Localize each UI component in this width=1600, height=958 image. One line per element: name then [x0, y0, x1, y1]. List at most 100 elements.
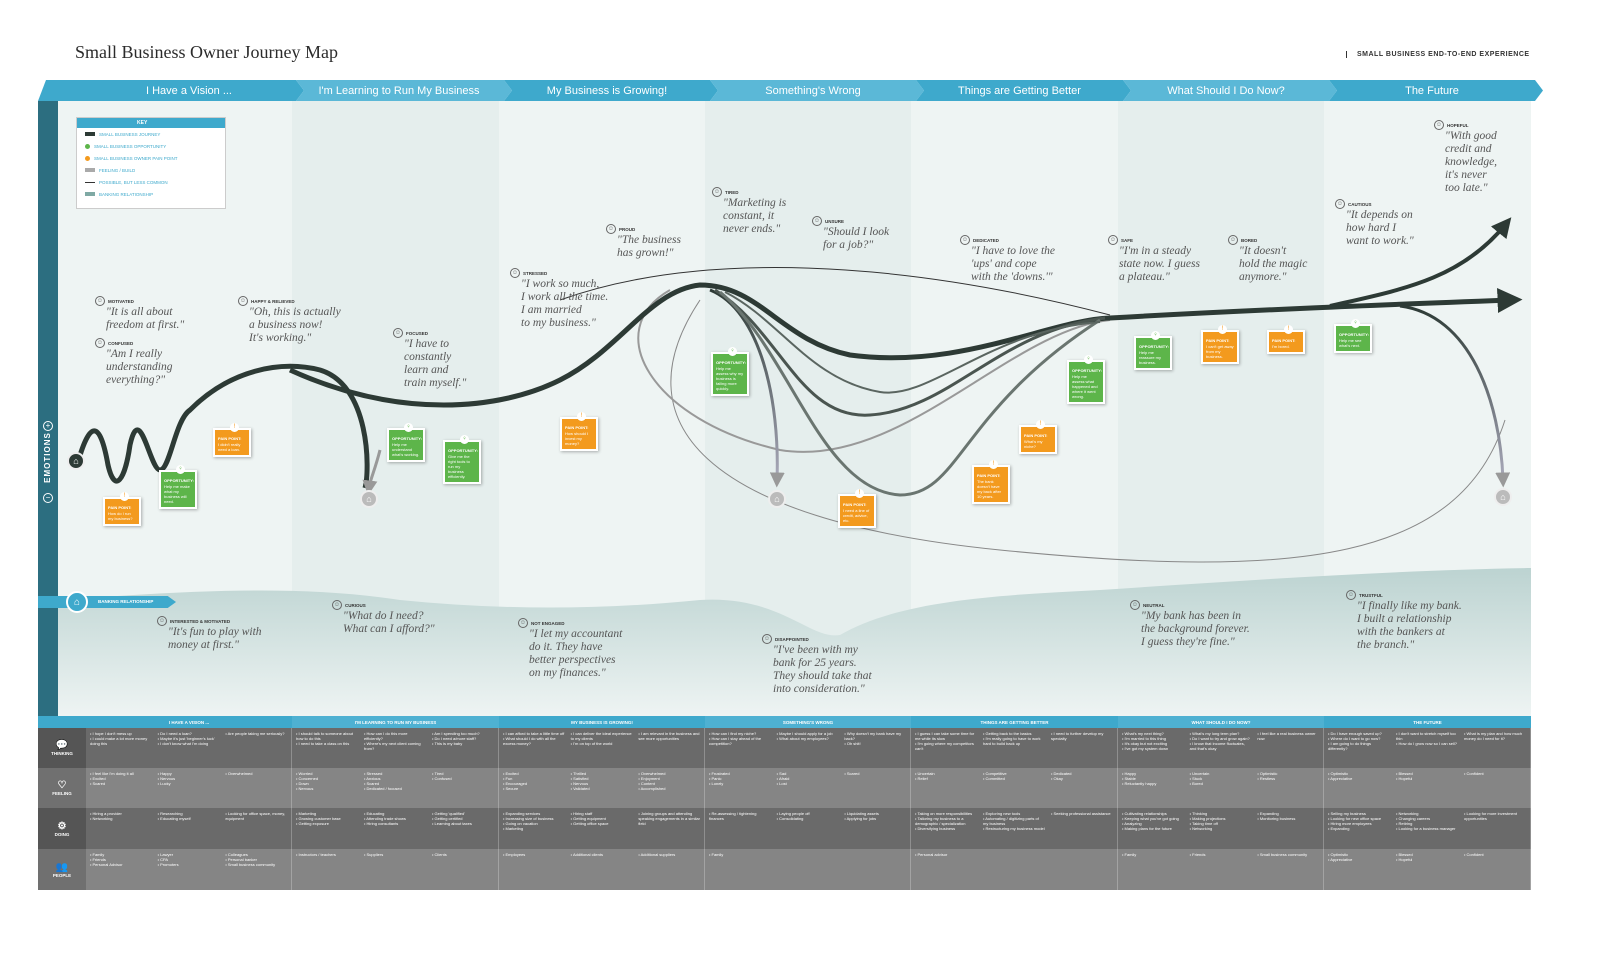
table-cell-item: I need to further develop my specialty	[1051, 731, 1113, 741]
table-phase-label: WHAT SHOULD I DO NOW?	[1118, 716, 1324, 728]
table-cell-item: Excited	[503, 771, 565, 776]
table-cell-item: Do I need a/more staff?	[432, 736, 494, 741]
card-text: Help me see what's next.	[1339, 338, 1362, 348]
face-icon: ☺	[1335, 199, 1345, 209]
face-icon: ☺	[606, 224, 616, 234]
table-cell-item: Restructuring my business model	[983, 826, 1045, 831]
table-cell-item: Instructors / teachers	[296, 852, 358, 857]
table-cell-item: Hiring consultants	[364, 821, 426, 826]
emotion-label: STRESSED	[523, 270, 548, 276]
table-cell-item: Personal banker	[225, 857, 287, 862]
lightbulb-icon: ♀	[176, 465, 185, 474]
swatch-possible	[85, 181, 95, 183]
key-item: POSSIBLE, BUT LESS COMMON	[77, 176, 225, 188]
face-icon: ☺	[762, 634, 772, 644]
table-cell-item: Making projections	[1190, 816, 1252, 821]
table-cell-item: I can deliver the ideal experience to my…	[571, 731, 633, 741]
emotion-quote: ☺ BORED "It doesn't hold the magic anymor…	[1228, 235, 1307, 284]
closed-sign-icon: ⌂	[768, 490, 786, 508]
table-cell-item: Nervous	[296, 786, 358, 791]
emotion-quote: ☺ UNSURE "Should I look for a job?"	[812, 216, 889, 252]
banking-relationship-tag: BANKING RELATIONSHIP	[38, 596, 176, 608]
key-item: SMALL BUSINESS OPPORTUNITY	[77, 140, 225, 152]
emotion-text: "I have to constantly learn and train my…	[404, 338, 467, 389]
emotion-quote: ☺ HAPPY & RELIEVED "Oh, this is actually …	[238, 296, 341, 345]
table-cell-item: Afraid	[777, 776, 839, 781]
card-text: The bank doesn't have my back after 10 y…	[977, 479, 1002, 499]
table-cell-item: How can I find my niche?	[709, 731, 771, 736]
table-cell-item: Family	[709, 852, 771, 857]
emotion-quote: ☺ CAUTIOUS "It depends on how hard I want…	[1335, 199, 1414, 248]
table-cell-item: Worried	[296, 771, 358, 776]
emotion-text: "With good credit and knowledge, it's ne…	[1445, 130, 1498, 194]
table-cell: I guess I can take some time for me whil…	[911, 728, 1118, 768]
table-cell: ExcitedFunEncouragedSecure ThrilledSatisf…	[499, 768, 705, 808]
row-label-text: PEOPLE	[52, 872, 72, 878]
emotion-text: "It is all about freedom at first."	[106, 306, 185, 331]
table-cell-item: Learning about taxes	[432, 821, 494, 826]
table-cell: OptimisticAppreciative BlessedHopeful Conf…	[1324, 768, 1531, 808]
table-cell-item: Reluctantly happy	[1122, 781, 1184, 786]
table-cell: I hope I don't mess upI could make a lot…	[86, 728, 292, 768]
lightbulb-icon: ♀	[1084, 355, 1093, 364]
table-cell-item: Uncertain	[1190, 771, 1252, 776]
emotion-quote: ☺ FOCUSED "I have to constantly learn and…	[393, 328, 466, 390]
table-phase-label: I'M LEARNING TO RUN MY BUSINESS	[292, 716, 499, 728]
table-phase-label: MY BUSINESS IS GROWING!	[499, 716, 705, 728]
table-cell-item: Exploring new tools	[983, 811, 1045, 816]
face-icon: ☺	[1108, 235, 1118, 245]
face-icon: ☺	[1228, 235, 1238, 245]
table-cell-item: Scared	[90, 781, 152, 786]
pain-point-icon: !	[1284, 325, 1293, 334]
card-text: Help me understand what's working.	[392, 442, 420, 457]
table-cell-item: I feel like I'm doing it all	[90, 771, 152, 776]
face-icon: ☺	[95, 296, 105, 306]
table-cell: I can afford to take a little time offWh…	[499, 728, 705, 768]
swatch-pain	[85, 155, 90, 161]
card-title: OPPORTUNITY:	[716, 360, 746, 365]
table-cell-item: Networking	[1190, 826, 1252, 831]
card-title: OPPORTUNITY:	[164, 478, 194, 483]
table-cell-item: Promoters	[158, 862, 220, 867]
table-cell-item: I'm married to this thing	[1122, 736, 1184, 741]
emotion-quote: ☺ MOTIVATED "It is all about freedom at f…	[95, 296, 184, 332]
card-title: PAIN POINT:	[108, 505, 132, 510]
table-cell-item: How can I stay ahead of the competition?	[709, 736, 771, 746]
lightbulb-icon: ♀	[460, 435, 469, 444]
emotion-text: "It depends on how hard I want to work."	[1346, 209, 1414, 247]
table-cell-item: Expanding	[1257, 811, 1319, 816]
emotions-sidebar	[38, 101, 58, 716]
face-icon: ☺	[157, 616, 167, 626]
phase-label: What Should I Do Now?	[1167, 84, 1285, 97]
minus-icon: −	[43, 493, 53, 503]
table-cell: WorriedConcernedDownNervous StressedAnxio…	[292, 768, 499, 808]
card-text: Help me reassure my business.	[1139, 350, 1162, 365]
opportunity-card: ♀ OPPORTUNITY: Help me reassure my busines…	[1134, 331, 1172, 370]
table-cell-item: Taking time off	[1190, 821, 1252, 826]
opportunity-card: ♀ OPPORTUNITY: Help me understand what's w…	[387, 423, 425, 462]
swatch-journey	[85, 132, 95, 136]
table-cell: Hiring a providerNetworking ResearchingEd…	[86, 808, 292, 849]
table-cell-item: I feel like a real business owner now	[1257, 731, 1319, 741]
table-cell: I feel like I'm doing it allExcitedScare…	[86, 768, 292, 808]
card-text: Help me assess what happened and where i…	[1072, 374, 1098, 399]
pain-point-card: ! PAIN POINT: I'm bored.	[1267, 325, 1305, 354]
card-title: OPPORTUNITY:	[448, 448, 478, 453]
table-cell-item: Taking on more responsibilities	[915, 811, 977, 816]
bank-quote-text: "It's fun to play with money at first."	[168, 626, 262, 651]
table-cell-item: Cultivating relationships	[1122, 811, 1184, 816]
table-cell-item: Tired	[432, 771, 494, 776]
table-cell-item: Happy	[1122, 771, 1184, 776]
emotion-quote: ☺ TIRED "Marketing is constant, it never …	[712, 187, 786, 236]
phase-label: I Have a Vision ...	[145, 84, 232, 97]
table-cell-item: Competitive	[983, 771, 1045, 776]
table-cell-item: Attending trade shows	[364, 816, 426, 821]
opportunity-card: ♀ OPPORTUNITY: Help me assess what happene…	[1067, 355, 1105, 404]
emotion-label: UNSURE	[825, 218, 845, 224]
phase-label: The Future	[1405, 84, 1459, 97]
table-cell: Do I have enough saved up?Where do I wan…	[1324, 728, 1531, 768]
table-cell-item: Appreciative	[1328, 857, 1390, 862]
card-title: OPPORTUNITY:	[1339, 332, 1369, 337]
table-cell: I should talk to someone about how to do…	[292, 728, 499, 768]
bank-quote: ☺ NEUTRAL "My bank has been in the backgr…	[1130, 600, 1250, 649]
